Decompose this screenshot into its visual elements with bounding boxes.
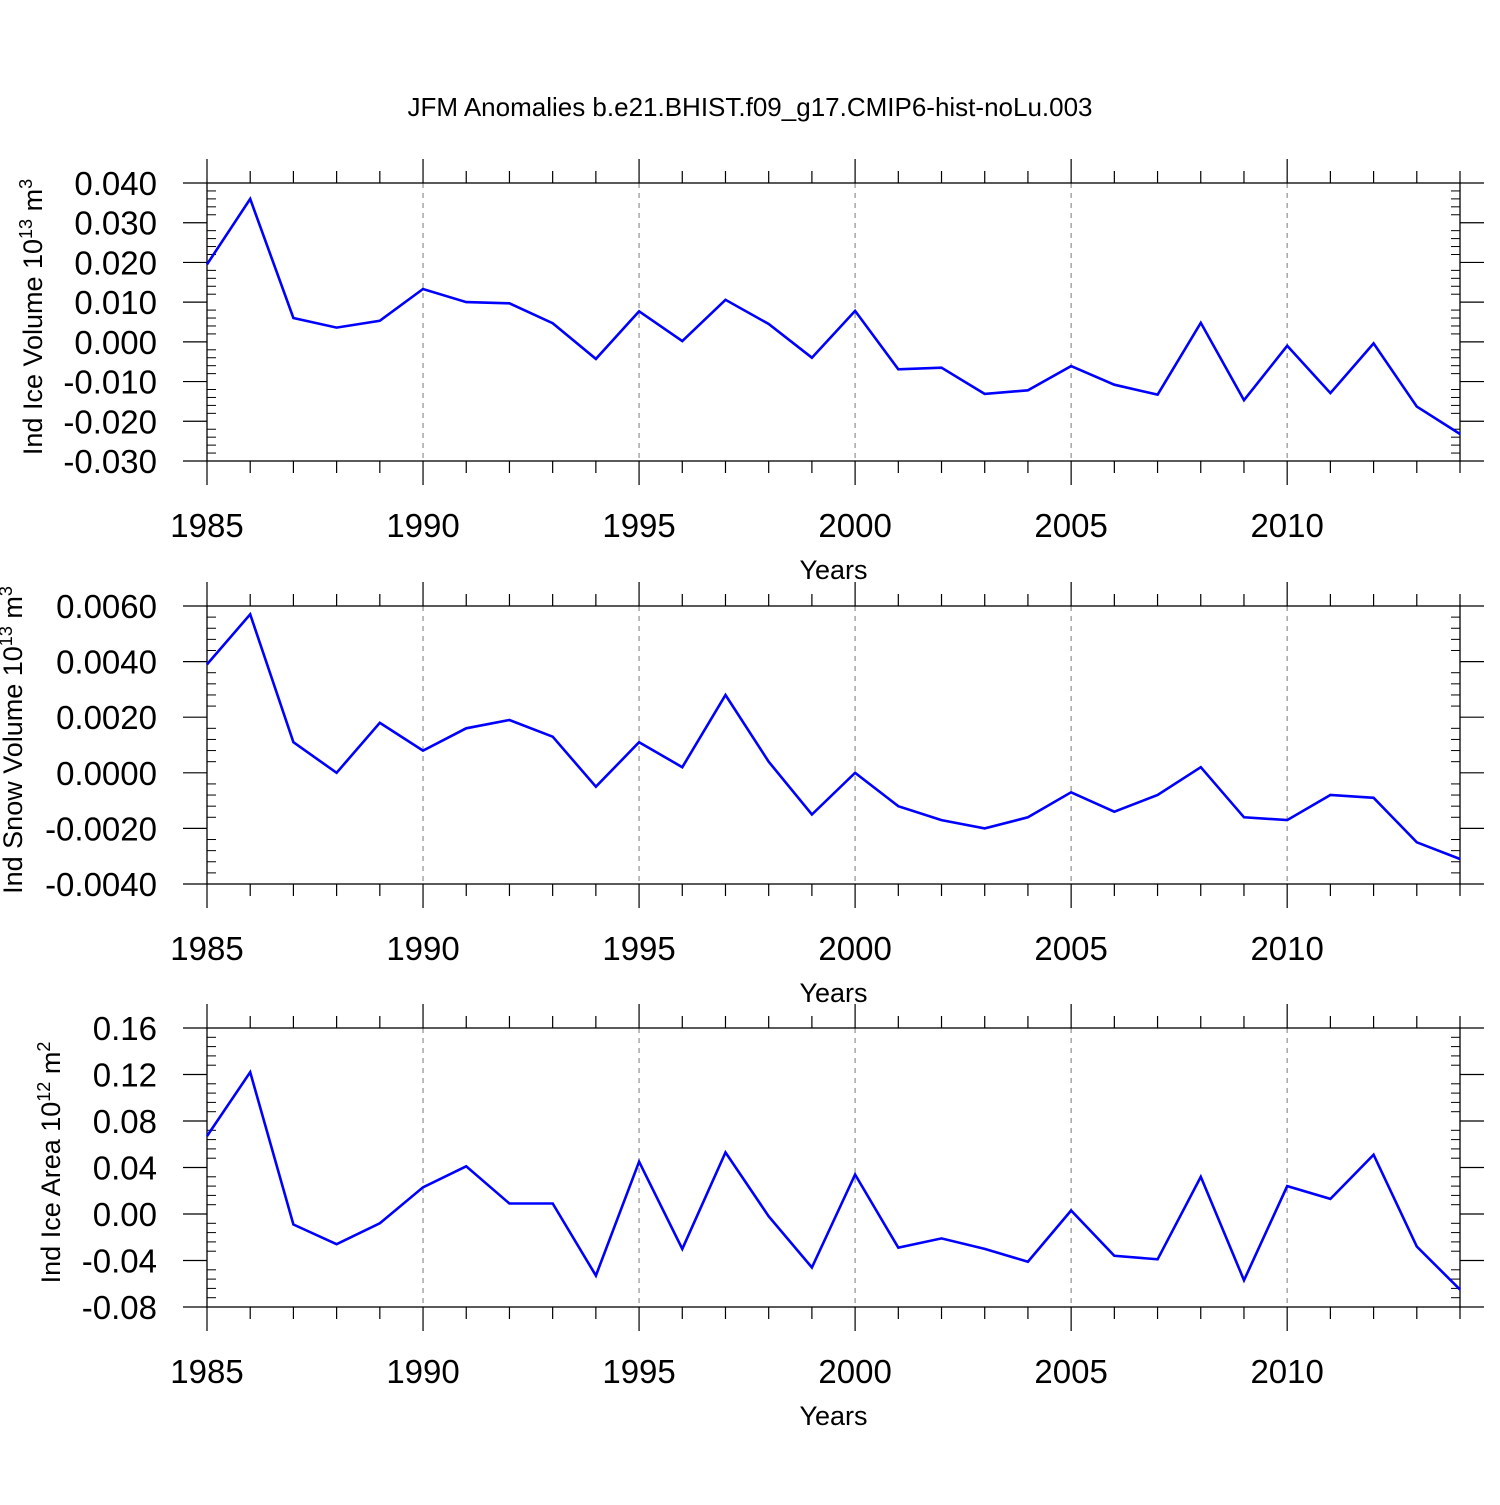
x-tick-label: 2010 xyxy=(1250,1353,1323,1390)
x-tick-label: 2000 xyxy=(818,1353,891,1390)
x-tick-label: 2000 xyxy=(818,930,891,967)
y-tick-label: -0.08 xyxy=(82,1289,157,1326)
x-axis-label: Years xyxy=(799,1401,867,1431)
y-tick-label: 0.040 xyxy=(74,165,157,202)
y-axis-label: Ind Ice Area 1012 m2 xyxy=(34,1042,66,1284)
y-axis-label-part: m xyxy=(36,1052,66,1082)
y-tick-label: -0.0040 xyxy=(45,866,157,903)
y-axis-label-superscript: 13 xyxy=(0,626,16,646)
x-tick-label: 1995 xyxy=(602,507,675,544)
series-line xyxy=(207,199,1460,434)
x-tick-label: 1995 xyxy=(602,1353,675,1390)
y-tick-label: 0.030 xyxy=(74,205,157,242)
x-tick-label: 1990 xyxy=(386,1353,459,1390)
y-tick-label: 0.00 xyxy=(93,1196,157,1233)
x-tick-label: 2005 xyxy=(1034,507,1107,544)
x-tick-label: 2010 xyxy=(1250,507,1323,544)
y-tick-label: 0.16 xyxy=(93,1010,157,1047)
x-tick-label: 1985 xyxy=(170,507,243,544)
y-axis-label: Ind Ice Volume 1013 m3 xyxy=(16,179,48,455)
y-axis-label: Ind Snow Volume 1013 m3 xyxy=(0,586,28,894)
y-tick-label: 0.08 xyxy=(93,1103,157,1140)
y-axis-label-part: m xyxy=(0,596,28,626)
y-tick-label: 0.0040 xyxy=(56,644,157,681)
x-axis-label: Years xyxy=(799,978,867,1008)
x-tick-label: 1990 xyxy=(386,930,459,967)
y-tick-label: 0.0000 xyxy=(56,755,157,792)
y-axis-label-superscript: 2 xyxy=(34,1042,54,1052)
x-tick-label: 2000 xyxy=(818,507,891,544)
series-line xyxy=(207,614,1460,859)
y-tick-label: 0.0020 xyxy=(56,699,157,736)
plot-frame xyxy=(207,606,1460,884)
x-tick-label: 1990 xyxy=(386,507,459,544)
y-tick-label: 0.12 xyxy=(93,1057,157,1094)
x-tick-label: 2010 xyxy=(1250,930,1323,967)
y-tick-label: 0.000 xyxy=(74,324,157,361)
plot-frame xyxy=(207,183,1460,461)
y-tick-label: 0.04 xyxy=(93,1150,157,1187)
y-axis-label-superscript: 12 xyxy=(34,1082,54,1102)
y-tick-label: -0.010 xyxy=(63,364,157,401)
y-tick-label: -0.020 xyxy=(63,403,157,440)
y-tick-label: 0.020 xyxy=(74,244,157,281)
y-axis-label-part: m xyxy=(18,189,48,219)
x-tick-label: 2005 xyxy=(1034,930,1107,967)
y-axis-label-superscript: 3 xyxy=(0,586,16,596)
y-axis-label-part: Ind Ice Area 10 xyxy=(36,1102,66,1284)
y-tick-label: -0.0020 xyxy=(45,810,157,847)
x-tick-label: 2005 xyxy=(1034,1353,1107,1390)
plot-frame xyxy=(207,1028,1460,1307)
y-tick-label: 0.0060 xyxy=(56,588,157,625)
series-line xyxy=(207,1072,1460,1289)
y-tick-label: 0.010 xyxy=(74,284,157,321)
figure-title: JFM Anomalies b.e21.BHIST.f09_g17.CMIP6-… xyxy=(0,92,1500,123)
y-axis-label-superscript: 13 xyxy=(16,219,36,239)
y-axis-label-part: Ind Snow Volume 10 xyxy=(0,646,28,894)
x-tick-label: 1985 xyxy=(170,930,243,967)
x-axis-label: Years xyxy=(799,555,867,585)
x-tick-label: 1985 xyxy=(170,1353,243,1390)
y-tick-label: -0.04 xyxy=(82,1243,157,1280)
y-axis-label-superscript: 3 xyxy=(16,179,36,189)
x-tick-label: 1995 xyxy=(602,930,675,967)
y-tick-label: -0.030 xyxy=(63,443,157,480)
y-axis-label-part: Ind Ice Volume 10 xyxy=(18,239,48,455)
